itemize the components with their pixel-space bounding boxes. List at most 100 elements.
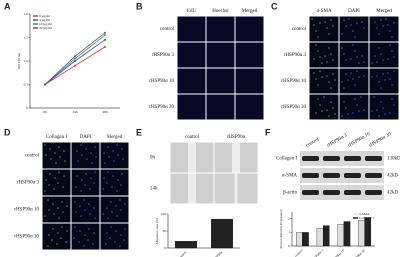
cell bbox=[345, 73, 347, 75]
micrograph bbox=[100, 142, 129, 169]
cell bbox=[81, 154, 83, 156]
cell bbox=[311, 18, 313, 20]
cell bbox=[391, 36, 393, 38]
row-label: rHSP90α 10 bbox=[149, 79, 174, 84]
micrograph bbox=[100, 196, 129, 223]
cell bbox=[326, 109, 328, 111]
band bbox=[302, 173, 319, 178]
bar bbox=[337, 224, 345, 247]
x-tick-label: rHSP90α 10 bbox=[330, 248, 345, 257]
column-header: Merged bbox=[107, 135, 123, 140]
cell bbox=[62, 186, 64, 188]
cell bbox=[117, 179, 119, 181]
cell bbox=[109, 237, 111, 239]
cell bbox=[108, 156, 110, 158]
cell bbox=[393, 104, 395, 106]
cell bbox=[332, 59, 334, 61]
bar bbox=[175, 241, 197, 249]
cell bbox=[52, 228, 54, 230]
cell bbox=[345, 25, 347, 27]
cell bbox=[84, 184, 86, 186]
cell bbox=[74, 201, 76, 203]
bar bbox=[316, 228, 324, 247]
micrograph bbox=[177, 16, 206, 42]
cell bbox=[313, 58, 315, 60]
bar bbox=[358, 220, 365, 247]
panel-label: D bbox=[4, 127, 11, 137]
cell bbox=[384, 79, 386, 81]
scratch bbox=[188, 142, 196, 173]
cell bbox=[319, 56, 321, 58]
cell bbox=[74, 226, 76, 228]
micrograph bbox=[206, 16, 235, 42]
cell bbox=[58, 217, 60, 219]
panel-label: A bbox=[4, 1, 11, 11]
cell bbox=[119, 245, 121, 247]
cell bbox=[350, 72, 352, 74]
micrograph bbox=[309, 42, 339, 68]
cell bbox=[121, 148, 123, 150]
cell bbox=[105, 243, 107, 245]
cell bbox=[91, 162, 93, 164]
panel-label: E bbox=[136, 127, 142, 137]
cell bbox=[321, 110, 323, 112]
cell bbox=[48, 234, 50, 236]
x-tick-label: rHSP90α bbox=[211, 250, 223, 257]
cell bbox=[354, 98, 356, 100]
cell bbox=[52, 203, 54, 205]
cell bbox=[73, 237, 75, 239]
band bbox=[323, 156, 340, 161]
cell bbox=[121, 173, 123, 175]
cell bbox=[378, 81, 380, 83]
cell bbox=[321, 62, 323, 64]
point bbox=[74, 60, 76, 62]
cell bbox=[63, 150, 65, 152]
row-label: 24h bbox=[150, 187, 158, 192]
row-label: rHSP90α 30 bbox=[281, 105, 306, 110]
cell bbox=[93, 182, 95, 184]
cell bbox=[378, 33, 380, 35]
cell bbox=[354, 36, 356, 38]
cell bbox=[76, 175, 78, 177]
cell bbox=[380, 101, 382, 103]
cell bbox=[328, 33, 330, 35]
y-axis-label: OD 450 nm bbox=[17, 52, 21, 69]
cell bbox=[323, 96, 325, 98]
cell bbox=[380, 53, 382, 55]
cell bbox=[89, 213, 91, 215]
cell bbox=[382, 107, 384, 109]
panel-label: C bbox=[271, 1, 278, 11]
cell bbox=[94, 146, 96, 148]
y-tick-label: 1.5 bbox=[24, 35, 29, 39]
column-header: α-SMA bbox=[316, 9, 332, 14]
cell bbox=[319, 70, 321, 72]
column-header: rHSP90α 30 bbox=[368, 132, 392, 149]
cell bbox=[371, 62, 373, 64]
size-label: 130kD bbox=[387, 157, 400, 162]
column-header: control bbox=[305, 137, 320, 149]
cell bbox=[384, 113, 386, 115]
cell bbox=[85, 173, 87, 175]
cell bbox=[326, 75, 328, 77]
panel-label: B bbox=[136, 1, 143, 11]
cell bbox=[66, 205, 68, 207]
bar bbox=[322, 225, 330, 247]
cell bbox=[59, 156, 61, 158]
cell bbox=[341, 33, 343, 35]
cell bbox=[111, 186, 113, 188]
y-axis-label: Migration rate (%) bbox=[155, 217, 159, 244]
cell bbox=[54, 152, 56, 154]
cell bbox=[93, 232, 95, 234]
y-tick-label: 0.5 bbox=[24, 82, 29, 86]
cell bbox=[89, 188, 91, 190]
cell bbox=[93, 207, 95, 209]
cell bbox=[123, 239, 125, 241]
cell bbox=[44, 190, 46, 192]
cell bbox=[53, 213, 55, 215]
cell bbox=[387, 72, 389, 74]
cell bbox=[116, 190, 118, 192]
cell bbox=[80, 215, 82, 217]
legend-label: α-SMA bbox=[359, 212, 370, 216]
cell bbox=[112, 175, 114, 177]
cell bbox=[117, 154, 119, 156]
